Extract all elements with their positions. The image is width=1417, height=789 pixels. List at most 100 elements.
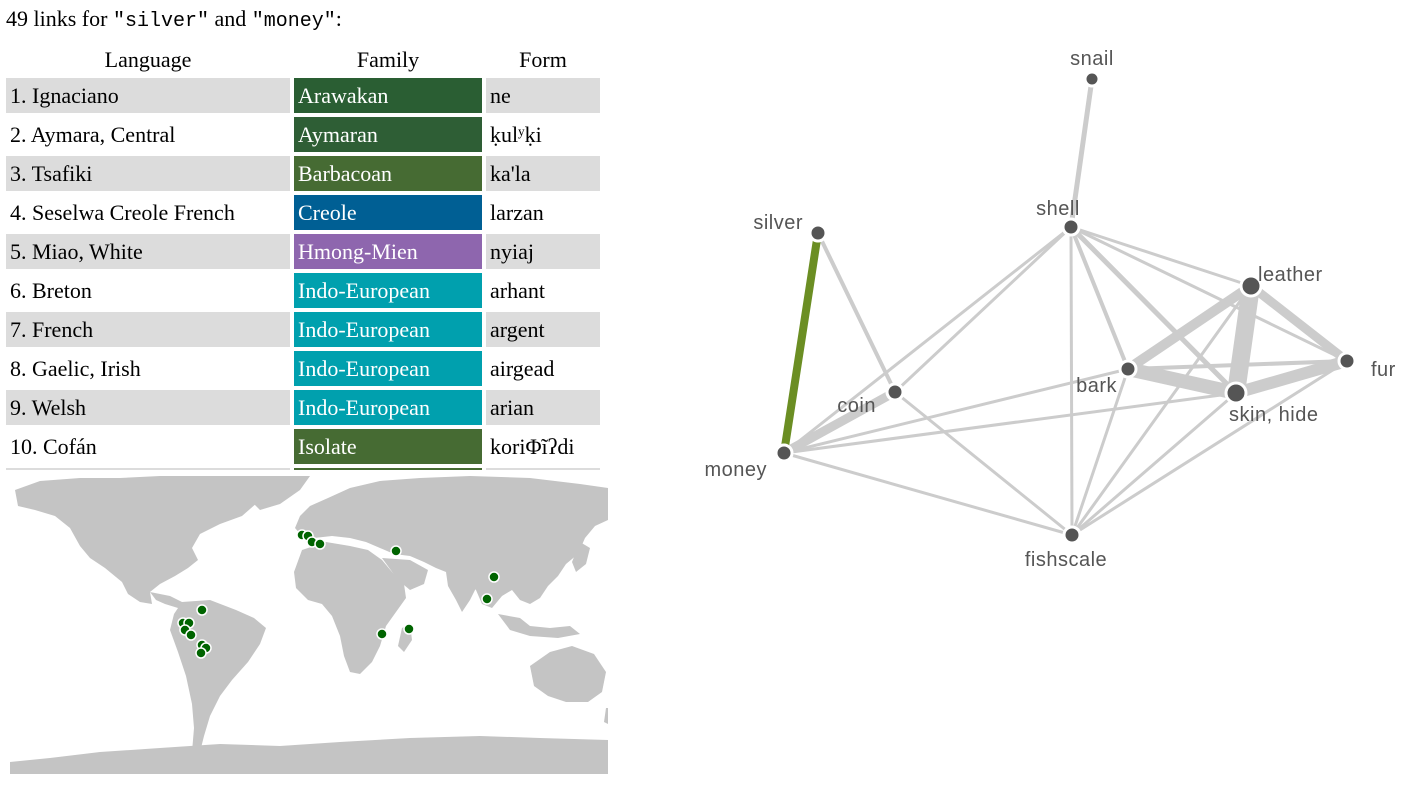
world-map — [10, 476, 608, 774]
cell-language[interactable]: 7. French — [6, 312, 290, 347]
column-header-language[interactable]: Language — [104, 47, 192, 72]
cell-form: ḳulʸḳi — [490, 121, 542, 147]
node-shell[interactable] — [1061, 217, 1081, 237]
edge-shell-leather[interactable] — [1069, 225, 1253, 288]
location-dot[interactable] — [390, 545, 402, 557]
location-dot[interactable] — [403, 623, 415, 635]
cell-family[interactable]: Barbacoan — [294, 156, 482, 191]
colexification-network: snail shell silver leather fur bark coin… — [704, 48, 1395, 571]
node-coin[interactable] — [885, 382, 905, 402]
node-leather[interactable] — [1239, 274, 1263, 298]
edge-money-skin[interactable] — [782, 391, 1238, 455]
india-shape — [446, 572, 478, 612]
indonesia-shape — [498, 614, 580, 638]
table-row[interactable]: 9. Welsh Indo-European arian — [6, 390, 600, 425]
table-row[interactable]: 5. Miao, White Hmong-Mien nyiaj — [6, 234, 600, 269]
table-row[interactable]: 2. Aymara, Central Aymaran ḳulʸḳi — [6, 117, 600, 152]
language-name: Miao, White — [32, 238, 143, 264]
column-header-family[interactable]: Family — [356, 47, 420, 72]
node-silver[interactable] — [808, 223, 828, 243]
edge-fishscale-fur[interactable] — [1070, 359, 1349, 537]
node-label-skin-hide: skin, hide — [1229, 404, 1319, 426]
table-row[interactable]: 4. Seselwa Creole French Creole larzan — [6, 195, 600, 230]
cell-language[interactable]: 3. Tsafiki — [6, 156, 290, 191]
cell-family[interactable]: Indo-European — [294, 351, 482, 386]
node-bark[interactable] — [1118, 359, 1138, 379]
language-name: Tsafiki — [31, 160, 93, 186]
cell-language[interactable]: 5. Miao, White — [6, 234, 290, 269]
language-name: Breton — [32, 277, 92, 303]
cell-family[interactable]: Isolate — [294, 429, 482, 464]
location-dot[interactable] — [481, 593, 493, 605]
node-label-shell: shell — [1036, 198, 1080, 220]
edge-leather-skin[interactable] — [1227, 277, 1260, 402]
language-name: Ignaciano — [32, 82, 119, 108]
edge-fishscale-bark[interactable] — [1070, 367, 1130, 537]
node-fishscale[interactable] — [1062, 525, 1082, 545]
table-row[interactable]: 6. Breton Indo-European arhant — [6, 273, 600, 308]
cell-language[interactable]: 8. Gaelic, Irish — [6, 351, 290, 386]
location-dot[interactable] — [376, 628, 388, 640]
cell-form: larzan — [490, 199, 544, 225]
results-table-scroll[interactable]: Language Family Form 1. Ignaciano Arawaka… — [6, 42, 606, 470]
location-dot[interactable] — [314, 538, 326, 550]
results-table: Language Family Form 1. Ignaciano Arawaka… — [6, 42, 604, 470]
cell-language[interactable]: 6. Breton — [6, 273, 290, 308]
node-fur[interactable] — [1337, 351, 1357, 371]
australia-shape — [530, 646, 606, 702]
node-label-leather: leather — [1258, 264, 1323, 286]
count-text: 49 links for — [6, 6, 113, 31]
query-term-1: "silver" — [112, 10, 209, 33]
cell-language[interactable]: 10. Cofán — [6, 429, 290, 464]
language-name: Cofán — [43, 433, 97, 459]
node-money[interactable] — [774, 443, 794, 463]
table-row[interactable]: 8. Gaelic, Irish Indo-European airgead — [6, 351, 600, 386]
antarctica-shape — [10, 736, 608, 774]
edge-shell-bark[interactable] — [1069, 225, 1130, 371]
edge-fishscale-leather[interactable] — [1070, 284, 1253, 537]
location-dot[interactable] — [488, 571, 500, 583]
cell-form: airgead — [490, 355, 555, 381]
cell-language[interactable]: 9. Welsh — [6, 390, 290, 425]
cell-language[interactable]: 2. Aymara, Central — [6, 117, 290, 152]
node-snail[interactable] — [1083, 70, 1101, 88]
cell-language[interactable]: 1. Ignaciano — [6, 78, 290, 113]
table-row[interactable]: 10. Cofán Isolate koriΦĩʔdi — [6, 429, 600, 464]
cell-family[interactable]: Indo-European — [294, 390, 482, 425]
edge-money-coin[interactable] — [779, 387, 900, 458]
edge-shell-fur[interactable] — [1069, 225, 1349, 363]
column-header-form[interactable]: Form — [519, 47, 567, 72]
edge-coin-fishscale[interactable] — [893, 390, 1074, 537]
cell-family[interactable]: Hmong-Mien — [294, 234, 482, 269]
edge-silver-money-highlighted[interactable] — [780, 229, 822, 457]
edge-shell-fishscale[interactable] — [1069, 225, 1074, 537]
node-label-silver: silver — [753, 212, 803, 234]
greenland-shape — [238, 476, 310, 510]
location-dot[interactable] — [185, 629, 197, 641]
location-dot[interactable] — [196, 604, 208, 616]
edge-money-shell[interactable] — [782, 225, 1073, 455]
edge-money-fishscale[interactable] — [782, 451, 1074, 537]
cell-family[interactable]: Indo-European — [294, 273, 482, 308]
cell-family[interactable]: Creole — [294, 195, 482, 230]
central-america-shape — [150, 592, 188, 610]
edge-snail-shell[interactable] — [1068, 76, 1095, 230]
table-row[interactable]: 7. French Indo-European argent — [6, 312, 600, 347]
edge-fishscale-skin[interactable] — [1070, 391, 1238, 537]
edge-skin-fur[interactable] — [1230, 355, 1353, 399]
table-row-partial — [6, 468, 600, 470]
language-name: Seselwa Creole French — [32, 199, 235, 225]
node-skin-hide[interactable] — [1224, 381, 1248, 405]
edge-bark-leather[interactable] — [1123, 281, 1256, 374]
cell-family[interactable]: Indo-European — [294, 312, 482, 347]
cell-family[interactable]: Arawakan — [294, 78, 482, 113]
table-row[interactable]: 1. Ignaciano Arawakan ne — [6, 78, 600, 113]
table-row[interactable]: 3. Tsafiki Barbacoan ka'la — [6, 156, 600, 191]
location-dot[interactable] — [195, 647, 207, 659]
cell-form: koriΦĩʔdi — [490, 433, 575, 459]
cell-family[interactable]: Aymaran — [294, 117, 482, 152]
edge-leather-fur[interactable] — [1246, 281, 1352, 366]
edge-silver-coin[interactable] — [816, 231, 897, 394]
cell-language[interactable]: 4. Seselwa Creole French — [6, 195, 290, 230]
edge-coin-shell[interactable] — [893, 225, 1073, 394]
